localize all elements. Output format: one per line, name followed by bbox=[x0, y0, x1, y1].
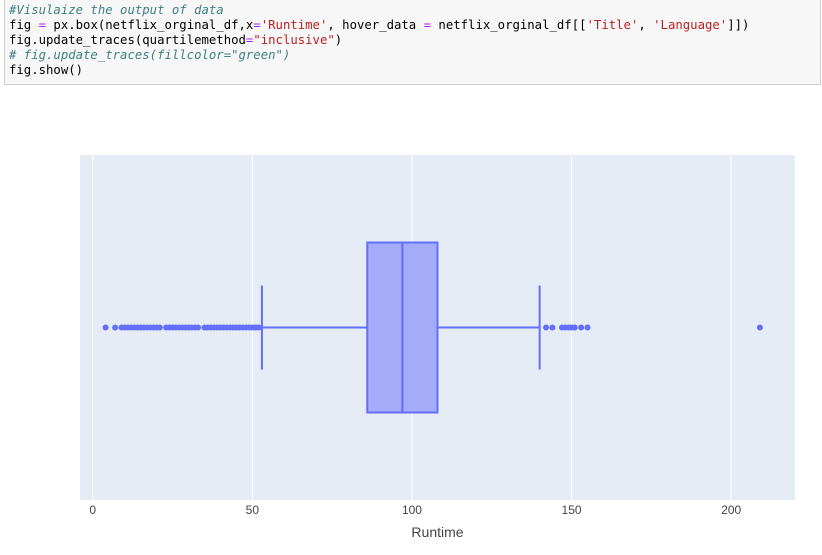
code-line: fig.show() bbox=[9, 63, 84, 77]
x-tick-label: 100 bbox=[402, 503, 422, 517]
code-cell[interactable]: #Visulaize the output of data fig = px.b… bbox=[4, 0, 821, 85]
outlier-point bbox=[102, 324, 109, 331]
outlier-point bbox=[543, 324, 550, 331]
outlier-point bbox=[195, 324, 202, 331]
box-trace[interactable] bbox=[260, 241, 541, 414]
x-tick-label: 0 bbox=[89, 503, 96, 517]
x-tick-label: 150 bbox=[562, 503, 582, 517]
x-tick-label: 200 bbox=[721, 503, 741, 517]
code-line: #Visulaize the output of data bbox=[9, 3, 224, 17]
outlier-point bbox=[584, 324, 591, 331]
outlier-point bbox=[255, 324, 262, 331]
outlier-points[interactable] bbox=[102, 324, 763, 331]
code-line: fig = px.box(netflix_orginal_df,x='Runti… bbox=[9, 18, 750, 32]
outlier-point bbox=[571, 324, 578, 331]
x-axis-ticks: 0 50 100 150 200 bbox=[89, 503, 741, 517]
x-axis-title: Runtime bbox=[411, 524, 463, 540]
outlier-point bbox=[756, 324, 763, 331]
outlier-point bbox=[578, 324, 585, 331]
outlier-point bbox=[549, 324, 556, 331]
outlier-point bbox=[112, 324, 119, 331]
code-line: fig.update_traces(quartilemethod="inclus… bbox=[9, 33, 343, 47]
code-line: # fig.update_traces(fillcolor="green") bbox=[9, 48, 291, 62]
x-tick-label: 50 bbox=[246, 503, 260, 517]
outlier-point bbox=[156, 324, 163, 331]
